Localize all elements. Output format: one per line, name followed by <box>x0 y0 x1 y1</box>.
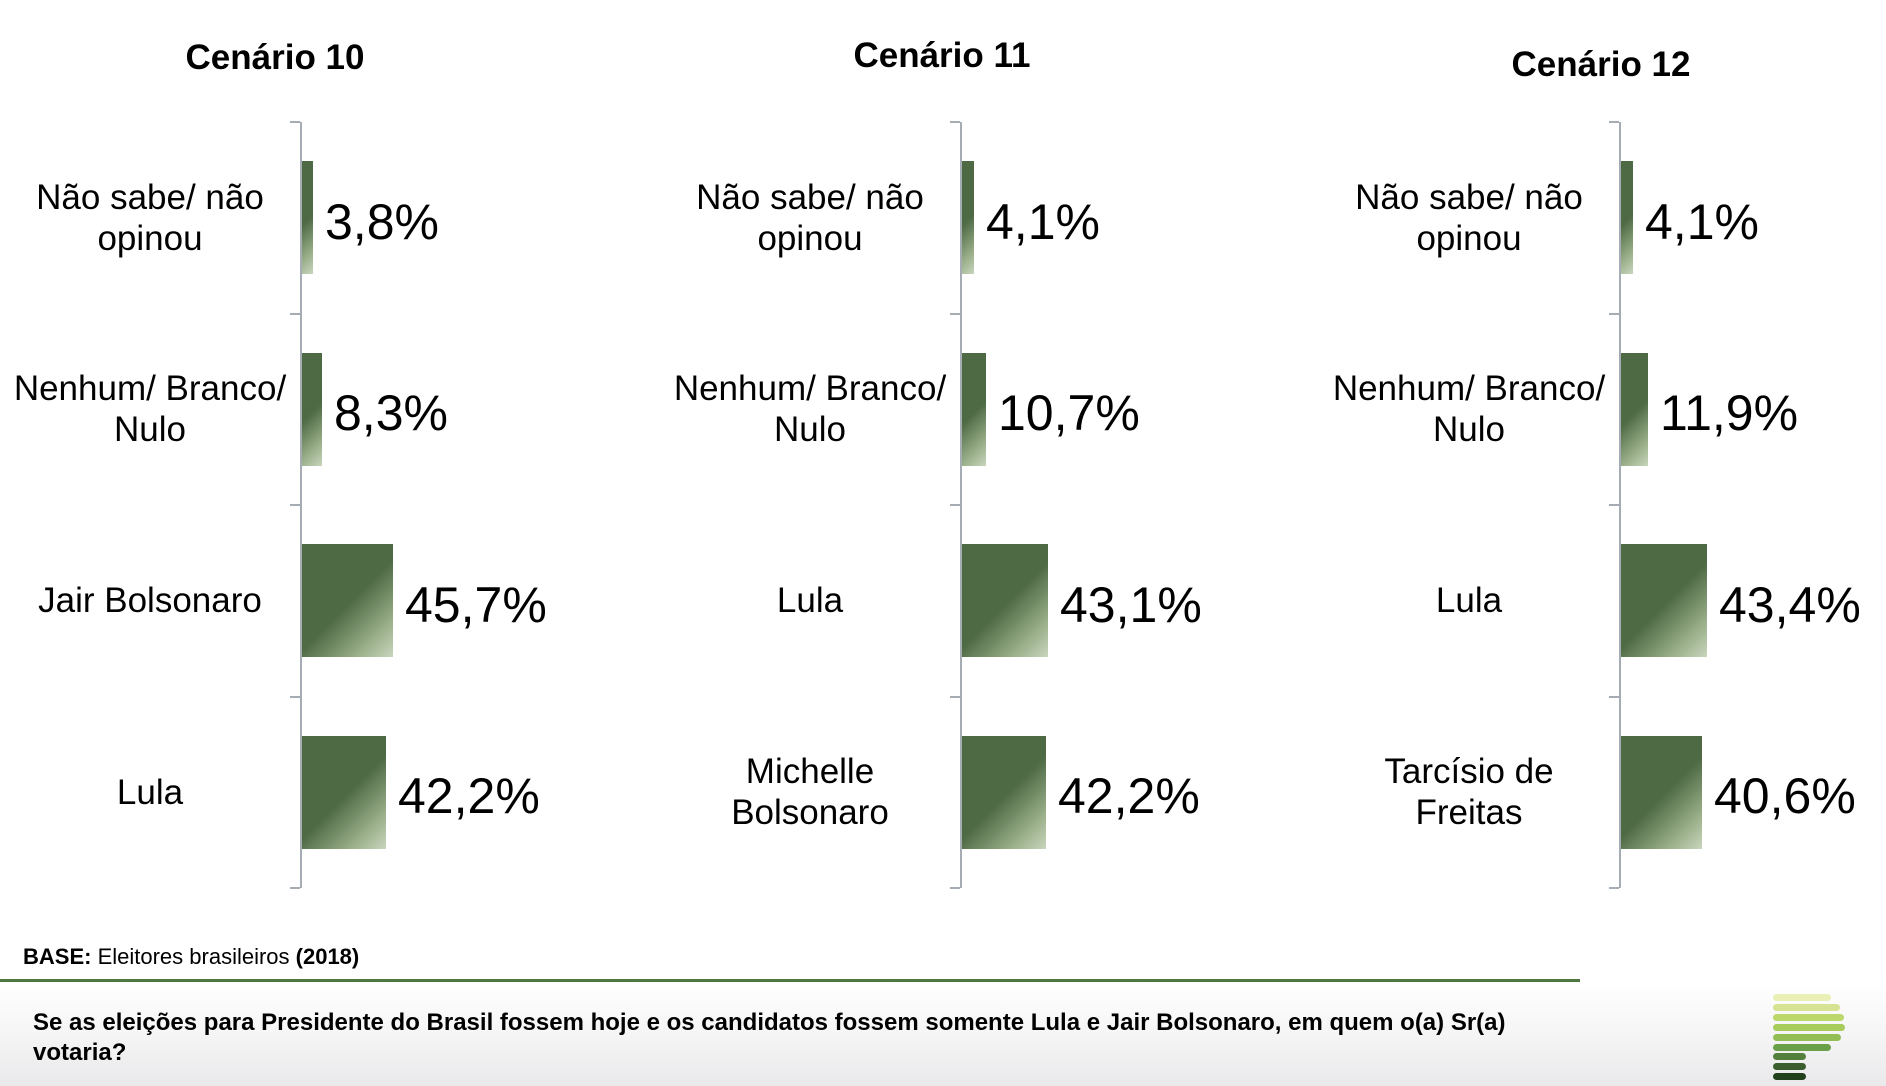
axis-tick <box>290 504 300 506</box>
axis-tick <box>1609 312 1619 315</box>
chart-title: Cenário 12 <box>1511 45 1691 84</box>
category-label: Jair Bolsonaro <box>38 581 262 621</box>
y-axis-line <box>960 122 962 888</box>
logo-bar <box>1773 1073 1806 1081</box>
category-label: Nenhum/ Branco/ Nulo <box>673 369 947 450</box>
value-label: 40,6% <box>1714 768 1856 825</box>
value-label: 4,1% <box>1645 193 1759 250</box>
value-label: 11,9% <box>1660 385 1799 442</box>
category-label: Michelle Bolsonaro <box>731 752 889 833</box>
category-label: Não sabe/ não opinou <box>696 177 924 258</box>
logo-bar <box>1773 1013 1844 1021</box>
value-label: 42,2% <box>1058 768 1200 825</box>
value-label: 3,8% <box>325 193 439 250</box>
y-axis-line <box>1619 122 1621 888</box>
logo-bar <box>1773 1023 1845 1031</box>
value-label: 8,3% <box>334 385 448 442</box>
bar <box>302 544 393 658</box>
logo-bar <box>1773 1043 1831 1051</box>
category-label: Tarcísio de Freitas <box>1384 752 1554 833</box>
question-line-2: votaria? <box>33 1039 127 1066</box>
logo-bar <box>1773 1063 1806 1071</box>
question-line-1: Se as eleições para Presidente do Brasil… <box>33 1009 1506 1036</box>
axis-tick <box>290 695 300 698</box>
axis-tick <box>1609 887 1619 889</box>
bar <box>1621 735 1702 849</box>
category-label: Lula <box>116 772 184 812</box>
value-label: 4,1% <box>986 193 1100 250</box>
category-label: Não sabe/ não opinou <box>36 177 264 258</box>
chart-title: Cenário 11 <box>853 36 1031 75</box>
axis-tick <box>950 695 960 698</box>
logo-bar <box>1773 1033 1841 1041</box>
axis-tick <box>1609 504 1619 506</box>
category-label: Lula <box>1435 581 1503 621</box>
axis-tick <box>950 887 960 889</box>
bar <box>962 735 1046 849</box>
category-label: Nenhum/ Branco/ Nulo <box>13 369 287 450</box>
bar <box>302 735 386 849</box>
value-label: 45,7% <box>405 576 547 633</box>
chart-title: Cenário 10 <box>185 38 365 77</box>
logo-bar <box>1773 1053 1806 1061</box>
bar <box>1621 352 1648 466</box>
axis-tick <box>290 887 300 889</box>
base-description: Eleitores brasileiros <box>91 944 296 969</box>
logo-bar <box>1773 1003 1840 1011</box>
value-label: 43,1% <box>1060 576 1202 633</box>
base-label: BASE: <box>23 944 92 969</box>
axis-tick <box>290 121 300 123</box>
base-note: BASE: Eleitores brasileiros (2018) <box>23 944 359 970</box>
bar <box>962 161 974 275</box>
bar <box>962 352 986 466</box>
value-label: 42,2% <box>398 768 540 825</box>
bar <box>302 352 322 466</box>
category-label: Lula <box>776 581 844 621</box>
value-label: 43,4% <box>1719 576 1861 633</box>
axis-tick <box>950 312 960 315</box>
logo-bar <box>1773 994 1831 1001</box>
base-year: (2018) <box>295 944 360 969</box>
axis-tick <box>950 121 960 123</box>
value-label: 10,7% <box>998 385 1140 442</box>
axis-tick <box>290 312 300 315</box>
category-label: Nenhum/ Branco/ Nulo <box>1332 369 1606 450</box>
bar <box>302 161 313 275</box>
y-axis-line <box>300 122 302 888</box>
bar-stack-logo <box>1773 994 1857 1086</box>
category-label: Não sabe/ não opinou <box>1355 177 1583 258</box>
axis-tick <box>950 504 960 506</box>
bar <box>962 544 1048 658</box>
bar <box>1621 544 1707 658</box>
axis-tick <box>1609 695 1619 698</box>
green-divider-line <box>0 979 1580 982</box>
axis-tick <box>1609 121 1619 123</box>
footer-background <box>0 982 1886 1086</box>
bar <box>1621 161 1633 275</box>
